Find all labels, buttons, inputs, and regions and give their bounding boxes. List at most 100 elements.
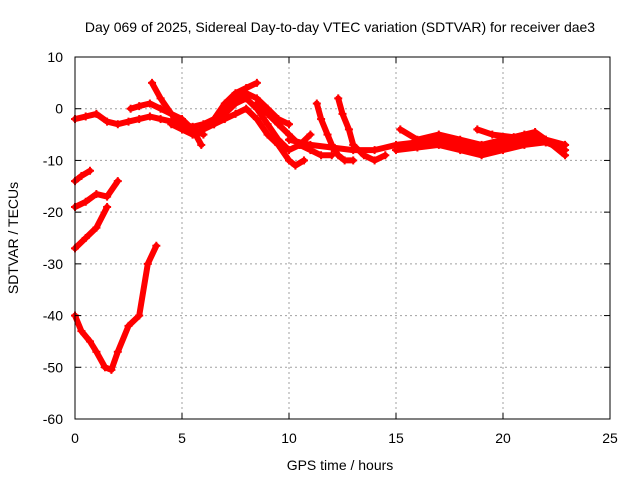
data-point-track-4 <box>92 223 101 232</box>
y-tick-label: -10 <box>43 152 63 168</box>
data-point-track-6 <box>156 94 165 103</box>
x-axis-title: GPS time / hours <box>287 457 394 473</box>
data-point-track-18 <box>531 127 540 136</box>
data-point-track-12 <box>274 120 283 129</box>
data-point-track-1 <box>135 115 144 124</box>
data-point-track-11 <box>210 120 219 129</box>
data-point-track-15 <box>306 140 315 149</box>
grid-lines <box>75 57 610 419</box>
data-point-track-18 <box>561 140 570 149</box>
y-tick-label: -50 <box>43 359 63 375</box>
data-point-track-14 <box>338 109 347 118</box>
data-point-track-16 <box>477 151 486 160</box>
data-point-track-11 <box>274 140 283 149</box>
x-tick-label: 0 <box>71 430 79 446</box>
y-tick-label: -60 <box>43 411 63 427</box>
data-point-track-15 <box>327 143 336 152</box>
series-line-track-7 <box>127 100 205 148</box>
data-point-track-17 <box>456 135 465 144</box>
data-point-track-1 <box>156 115 165 124</box>
data-point-track-1 <box>103 117 112 126</box>
data-point-track-16 <box>434 140 443 149</box>
data-point-track-1 <box>145 112 154 121</box>
data-point-track-14 <box>344 125 353 134</box>
data-point-track-16 <box>456 146 465 155</box>
data-point-track-11 <box>252 115 261 124</box>
data-point-track-8 <box>178 125 186 134</box>
data-point-track-13 <box>349 156 358 165</box>
plot-frame <box>74 56 611 420</box>
data-point-track-12 <box>252 99 261 108</box>
x-tick-label: 20 <box>495 430 511 446</box>
data-point-track-18 <box>488 130 497 139</box>
data-point-track-6 <box>148 78 157 87</box>
data-point-track-11 <box>263 130 272 139</box>
data-point-track-15 <box>285 135 293 144</box>
data-point-track-8 <box>167 120 176 129</box>
data-point-track-5 <box>107 365 116 374</box>
x-tick-label: 10 <box>281 430 297 446</box>
data-point-track-7 <box>167 109 176 118</box>
data-point-track-14 <box>334 94 343 103</box>
data-point-track-13 <box>323 130 332 139</box>
data-point-track-15 <box>349 146 358 155</box>
data-point-track-4 <box>103 202 112 211</box>
y-tick-label: -20 <box>43 204 63 220</box>
data-point-track-10 <box>242 94 251 103</box>
x-tick-label: 5 <box>178 430 186 446</box>
data-point-track-1 <box>92 109 101 118</box>
series-line-track-11 <box>211 105 307 169</box>
data-point-track-18 <box>473 125 482 134</box>
data-point-track-17 <box>561 151 570 160</box>
data-point-track-3 <box>81 197 90 206</box>
y-tick-label: 0 <box>55 101 63 117</box>
data-point-track-10 <box>188 130 197 139</box>
data-point-track-17 <box>434 130 443 139</box>
data-point-track-13 <box>312 99 321 108</box>
data-point-track-7 <box>145 99 154 108</box>
data-point-track-11 <box>299 156 308 165</box>
data-point-track-5 <box>152 241 161 250</box>
data-point-track-10 <box>231 99 240 108</box>
data-point-track-10 <box>263 120 272 129</box>
data-point-track-18 <box>541 135 550 144</box>
data-point-track-10 <box>306 130 315 139</box>
data-point-track-8 <box>252 78 261 87</box>
data-point-track-14 <box>370 156 379 165</box>
y-tick-label: -30 <box>43 256 63 272</box>
data-point-track-10 <box>285 146 293 155</box>
data-point-track-9 <box>285 120 293 129</box>
data-point-track-11 <box>220 115 229 124</box>
data-point-track-13 <box>317 115 326 124</box>
data-point-track-5 <box>113 347 122 356</box>
data-point-track-18 <box>509 133 518 142</box>
data-point-track-15 <box>370 146 379 155</box>
data-point-track-2 <box>85 166 94 175</box>
series-line-track-4 <box>72 204 111 252</box>
x-tick-label: 15 <box>388 430 404 446</box>
data-point-track-10 <box>199 125 208 134</box>
data-series <box>71 78 570 374</box>
data-point-track-13 <box>340 156 349 165</box>
y-axis-title: SDTVAR / TECUs <box>5 182 21 294</box>
data-point-track-11 <box>291 161 300 170</box>
data-point-track-11 <box>231 109 240 118</box>
data-point-track-1 <box>113 120 122 129</box>
data-point-track-7 <box>156 104 165 113</box>
data-point-track-5 <box>143 259 152 268</box>
data-point-track-5 <box>85 337 94 346</box>
data-point-track-7 <box>126 104 135 113</box>
y-tick-label: 10 <box>47 49 63 65</box>
chart-title: Day 069 of 2025, Sidereal Day-to-day VTE… <box>85 19 595 35</box>
data-point-track-12 <box>317 151 326 160</box>
data-point-track-5 <box>135 311 144 320</box>
data-point-track-16 <box>413 143 422 152</box>
data-point-track-17 <box>477 140 486 149</box>
data-point-track-16 <box>520 140 529 149</box>
x-tick-label: 25 <box>602 430 618 446</box>
data-point-track-5 <box>77 327 86 336</box>
data-point-track-1 <box>81 112 90 121</box>
data-point-track-12 <box>263 109 272 118</box>
data-point-track-3 <box>92 190 101 199</box>
